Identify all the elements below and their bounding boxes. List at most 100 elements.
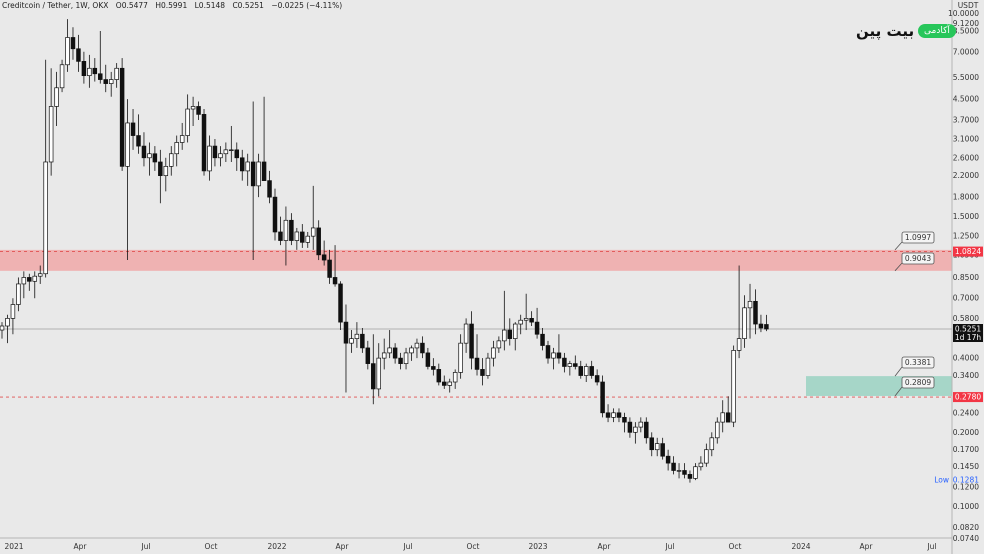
candle-body: [742, 307, 747, 339]
y-tick-label: 2.6000: [953, 153, 979, 162]
y-tick-label: 0.8500: [953, 273, 979, 282]
current-price-text: 0.5251: [955, 325, 981, 334]
header-open: O0.5477: [116, 1, 148, 10]
candle-body: [223, 149, 229, 155]
candle: [387, 330, 392, 359]
candle-body: [98, 73, 103, 80]
candle-body: [76, 48, 81, 62]
candle-body: [463, 323, 469, 344]
candle: [753, 289, 758, 335]
candle: [687, 470, 693, 483]
candle: [354, 322, 360, 348]
candle-body: [163, 165, 169, 177]
y-tick-label: 0.0740: [953, 534, 979, 543]
candle-body: [709, 437, 715, 451]
candle: [212, 138, 218, 167]
candle: [267, 170, 272, 204]
candle-body: [376, 357, 381, 390]
candle-body: [747, 300, 753, 309]
candle: [654, 437, 660, 457]
candle-body: [256, 161, 261, 187]
candle-body: [540, 333, 545, 346]
candle-body: [704, 449, 709, 464]
candle-body: [409, 347, 414, 354]
candle: [676, 463, 682, 479]
candle-body: [485, 357, 491, 376]
candle-body: [638, 421, 644, 428]
candle: [48, 68, 54, 176]
candle: [316, 220, 321, 261]
candle-body: [365, 347, 371, 364]
countdown-text: 1d 17h: [955, 333, 981, 342]
candle-body: [179, 135, 185, 143]
candle: [611, 408, 616, 423]
candle-body: [764, 324, 769, 330]
candle: [469, 311, 474, 370]
upper-level-tag-bg: [953, 246, 983, 257]
candle-body: [316, 227, 321, 256]
y-tick-label: 0.1000: [953, 502, 979, 511]
callout-resistance-high: 1.0997: [894, 231, 935, 251]
candle-body: [616, 412, 622, 418]
candle-body: [108, 79, 114, 84]
candle-body: [469, 323, 474, 359]
candle: [758, 314, 764, 333]
candle: [169, 146, 174, 176]
candle-body: [578, 366, 584, 376]
candle-body: [392, 347, 398, 359]
candle: [704, 443, 709, 467]
header-high: H0.5991: [155, 1, 187, 10]
candle: [578, 360, 584, 379]
x-tick-label: Apr: [860, 542, 874, 551]
candle: [81, 51, 87, 84]
logo-text: بیت پین: [856, 22, 915, 40]
candle-body: [496, 340, 502, 349]
candle: [725, 396, 731, 423]
candle: [310, 185, 316, 250]
header-close: C0.5251: [232, 1, 264, 10]
candle: [414, 338, 420, 359]
candle: [485, 352, 491, 379]
candle: [114, 63, 119, 88]
candle-body: [141, 145, 147, 159]
callout-resistance-high-box: [901, 231, 935, 244]
candle: [442, 375, 447, 389]
candle: [349, 330, 354, 353]
candle-body: [589, 366, 594, 376]
callout-resistance-high-pointer: [894, 241, 903, 251]
candle-body: [10, 304, 16, 319]
candle-body: [671, 462, 676, 471]
candle-body: [43, 161, 48, 275]
candle: [556, 334, 562, 364]
candle-body: [442, 381, 447, 386]
candle-body: [605, 412, 611, 418]
candle-body: [507, 329, 513, 339]
candle-body: [130, 122, 136, 136]
candle-body: [676, 470, 682, 472]
candle: [507, 318, 513, 346]
candle: [458, 334, 463, 379]
candle: [207, 135, 212, 181]
candle-body: [518, 319, 523, 325]
candle-body: [622, 417, 627, 423]
candle: [551, 347, 556, 370]
candle-body: [502, 329, 507, 342]
callout-support-low-box: [901, 376, 935, 389]
candle: [540, 328, 545, 351]
candle: [10, 298, 16, 335]
candle-body: [611, 412, 616, 418]
candle-body: [207, 145, 212, 172]
candle-body: [21, 277, 27, 285]
candle-body: [447, 381, 452, 386]
candle-body: [583, 366, 589, 376]
candle: [529, 311, 534, 327]
lower-level-tag-bg: [953, 392, 983, 403]
candle: [480, 358, 485, 386]
candle-body: [152, 153, 158, 163]
candle: [693, 463, 698, 481]
callout-support-high-pointer: [894, 366, 903, 377]
y-tick-label: 0.4000: [953, 354, 979, 363]
candle-body: [687, 474, 693, 479]
candle-body: [414, 342, 420, 349]
